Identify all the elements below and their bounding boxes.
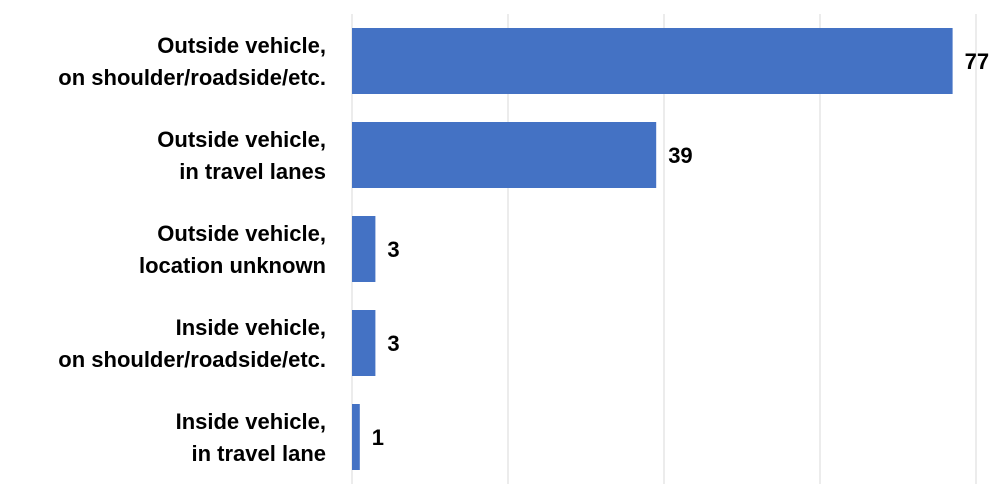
category-label: Inside vehicle, in travel lane: [176, 409, 326, 466]
category-labels: Outside vehicle, on shoulder/roadside/etc…: [58, 33, 326, 466]
bar: [352, 122, 657, 188]
category-label-line: Outside vehicle,: [157, 221, 326, 246]
category-label: Outside vehicle, on shoulder/roadside/etc…: [58, 33, 326, 90]
data-label: 77: [965, 49, 989, 74]
category-label: Outside vehicle, location unknown: [139, 221, 326, 278]
category-label-line: in travel lane: [191, 441, 326, 466]
category-label-line: Outside vehicle,: [157, 127, 326, 152]
category-label: Outside vehicle, in travel lanes: [157, 127, 326, 184]
category-label-line: Outside vehicle,: [157, 33, 326, 58]
category-label-line: on shoulder/roadside/etc.: [58, 347, 326, 372]
data-label: 1: [372, 425, 384, 450]
category-label: Inside vehicle, on shoulder/roadside/etc.: [58, 315, 326, 372]
bar: [352, 28, 953, 94]
bar: [352, 310, 376, 376]
data-label: 39: [668, 143, 692, 168]
category-label-line: Inside vehicle,: [176, 315, 326, 340]
bar: [352, 404, 360, 470]
data-labels: 77 39 3 3 1: [372, 49, 989, 450]
data-label: 3: [387, 237, 399, 262]
category-label-line: Inside vehicle,: [176, 409, 326, 434]
bars: [352, 28, 953, 470]
category-label-line: location unknown: [139, 253, 326, 278]
data-label: 3: [387, 331, 399, 356]
category-label-line: on shoulder/roadside/etc.: [58, 65, 326, 90]
category-label-line: in travel lanes: [179, 159, 326, 184]
bar: [352, 216, 376, 282]
